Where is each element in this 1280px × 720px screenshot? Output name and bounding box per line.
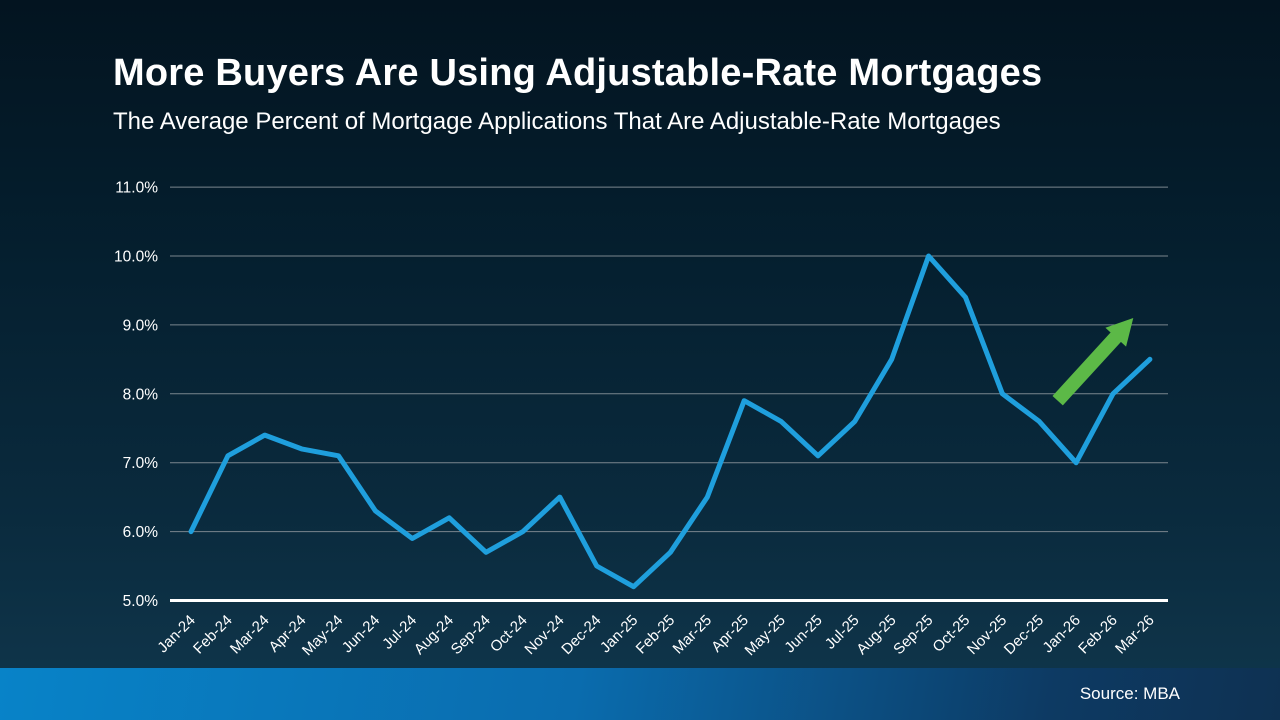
x-tick-label: Jun-25: [781, 612, 825, 656]
source-label: Source: MBA: [1079, 684, 1180, 703]
x-tick-label: Feb-26: [1075, 612, 1121, 658]
y-tick-label: 10.0%: [114, 249, 158, 266]
x-tick-label: Feb-24: [190, 612, 236, 658]
x-tick-label: May-25: [742, 612, 789, 659]
x-tick-label: Jun-24: [339, 612, 383, 656]
y-tick-label: 5.0%: [123, 593, 159, 610]
x-tick-label: Mar-24: [227, 612, 273, 658]
page-title: More Buyers Are Using Adjustable-Rate Mo…: [113, 52, 1043, 94]
y-tick-label: 6.0%: [123, 524, 159, 541]
x-tick-label: Nov-25: [964, 612, 1010, 658]
y-tick-label: 7.0%: [123, 455, 159, 472]
x-tick-label: Dec-24: [558, 612, 604, 658]
y-tick-label: 8.0%: [123, 386, 159, 403]
x-tick-label: Jan-26: [1039, 612, 1083, 656]
x-tick-label: Dec-25: [1001, 612, 1047, 658]
x-tick-label: Sep-25: [890, 612, 936, 658]
x-tick-label: Sep-24: [448, 612, 494, 658]
x-tick-label: Mar-26: [1112, 612, 1158, 658]
x-tick-label: Nov-24: [521, 612, 567, 658]
x-tick-label: Feb-25: [633, 612, 679, 658]
x-tick-label: Jan-24: [154, 612, 198, 656]
page-subtitle: The Average Percent of Mortgage Applicat…: [113, 108, 1001, 135]
trend-arrow-shaft: [1052, 330, 1123, 406]
x-tick-label: Aug-24: [411, 612, 457, 658]
x-tick-label: Mar-25: [670, 612, 716, 658]
y-tick-label: 9.0%: [123, 317, 159, 334]
footer-bar: Source: MBA: [0, 668, 1280, 720]
x-tick-label: May-24: [299, 612, 346, 659]
y-tick-label: 11.0%: [115, 180, 158, 197]
trend-arrow-head: [1105, 318, 1134, 347]
x-tick-label: Aug-25: [853, 612, 899, 658]
arm-share-series-line: [188, 253, 1153, 590]
x-tick-label: Jan-25: [597, 612, 641, 656]
